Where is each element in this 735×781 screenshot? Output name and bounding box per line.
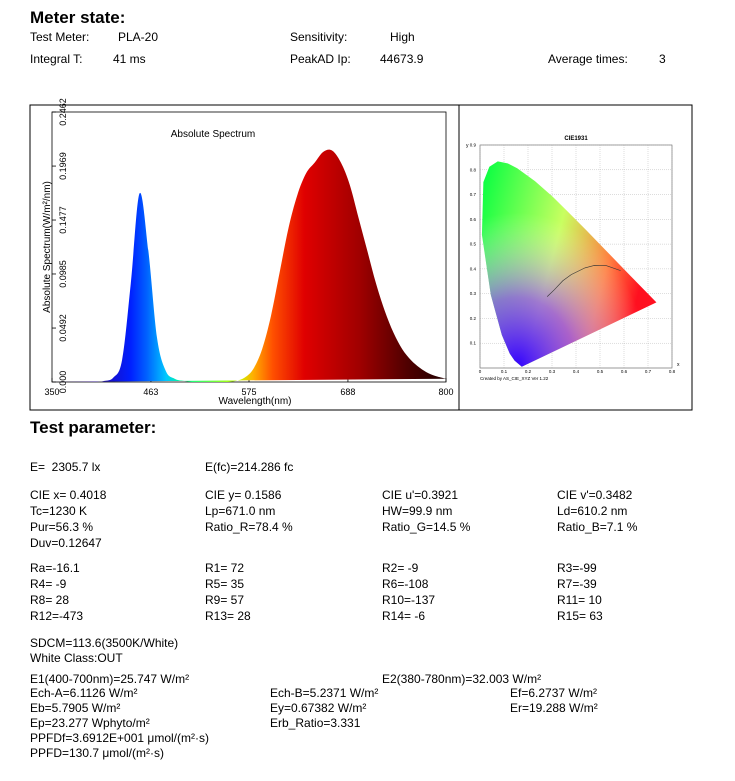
cie-x-tick-label: 0.7 (645, 369, 652, 374)
cie-y-axis-label: y (466, 143, 469, 149)
cie-y-tick-label: 0.3 (470, 291, 477, 296)
parameter-text: CIE u'=0.3921 (382, 488, 459, 502)
x-tick-label: 575 (241, 387, 256, 397)
parameter-text: Tc=1230 K (30, 504, 88, 518)
section-title: Meter state: (30, 8, 126, 27)
parameter-text: CIE v'=0.3482 (557, 488, 633, 502)
parameter-text: SDCM=113.6(3500K/White) (30, 636, 179, 650)
parameter-text: Ld=610.2 nm (557, 504, 628, 518)
x-tick-label: 350 (44, 387, 59, 397)
field-label: Test Meter: (30, 30, 90, 44)
parameter-text: Ey=0.67382 W/m² (270, 701, 367, 715)
spectrum-area (52, 149, 446, 382)
y-tick-label: 0.1969 (58, 152, 68, 180)
parameter-text: Ef=6.2737 W/m² (510, 686, 598, 700)
planckian-locus (546, 265, 621, 297)
x-tick-label: 463 (143, 387, 158, 397)
parameter-text: R12=-473 (30, 609, 84, 623)
parameter-text: E1(400-700nm)=25.747 W/m² (30, 672, 190, 686)
parameter-text: R4= -9 (30, 577, 67, 591)
parameter-text: R13= 28 (205, 609, 251, 623)
parameter-text: R8= 28 (30, 593, 70, 607)
parameter-text: E2(380-780nm)=32.003 W/m² (382, 672, 542, 686)
y-tick-label: 0.0985 (58, 260, 68, 288)
section-title: Test parameter: (30, 418, 157, 437)
cie-x-tick-label: 0.5 (597, 369, 604, 374)
cie-x-tick-label: 0.8 (669, 369, 676, 374)
x-tick-label: 800 (438, 387, 453, 397)
parameter-text: Ep=23.277 Wphyto/m² (30, 716, 150, 730)
y-tick-label: 0.1477 (58, 206, 68, 234)
cie-credit: Created by AS_CIE_XYZ Ver 1.22 (480, 376, 549, 381)
parameter-text: Er=19.288 W/m² (510, 701, 598, 715)
y-tick-label: 0.2462 (58, 98, 68, 126)
field-label: Integral T: (30, 52, 83, 66)
parameter-text: R5= 35 (205, 577, 245, 591)
parameter-text: Erb_Ratio=3.331 (270, 716, 361, 730)
parameter-text: R3=-99 (557, 561, 597, 575)
y-axis-label: Absolute Spectrum(W/m²/nm) (42, 181, 53, 313)
parameter-text: R15= 63 (557, 609, 603, 623)
figure-border (29, 104, 693, 411)
cie-y-tick-label: 0.6 (470, 217, 477, 222)
field-value: PLA-20 (118, 30, 159, 44)
parameter-text: Ratio_B=7.1 % (557, 520, 638, 534)
x-tick-label: 688 (340, 387, 355, 397)
parameter-text: White Class:OUT (30, 651, 123, 665)
parameter-text: R9= 57 (205, 593, 245, 607)
cie-title: CIE1931 (564, 136, 588, 142)
parameter-text: CIE x= 0.4018 (30, 488, 107, 502)
cie-x-tick-label: 0.2 (525, 369, 532, 374)
cie-x-tick-label: 0.3 (549, 369, 556, 374)
parameter-text: E(fc)=214.286 fc (205, 460, 294, 474)
parameter-text: HW=99.9 nm (382, 504, 453, 518)
parameter-text: Ratio_G=14.5 % (382, 520, 471, 534)
parameter-text: R11= 10 (557, 593, 602, 607)
field-label: PeakAD Ip: (290, 52, 351, 66)
cie-y-tick-label: 0.9 (470, 143, 477, 148)
field-value: 41 ms (113, 52, 146, 66)
y-tick-label: 0.0492 (58, 314, 68, 342)
cie-x-axis-label: x (677, 362, 680, 368)
parameter-text: CIE y= 0.1586 (205, 488, 282, 502)
cie-x-tick-label: 0.4 (573, 369, 580, 374)
cie-y-tick-label: 0.1 (470, 341, 477, 346)
parameter-text: Ra=-16.1 (30, 561, 80, 575)
parameter-text: PPFDf=3.6912E+001 μmol/(m²·s) (30, 731, 209, 745)
parameter-text: Pur=56.3 % (30, 520, 94, 534)
parameter-text: R1= 72 (205, 561, 245, 575)
x-axis-label: Wavelength(nm) (219, 396, 292, 407)
parameter-text: R7=-39 (557, 577, 597, 591)
cie-gamut-blue (481, 161, 657, 367)
field-value: High (390, 30, 415, 44)
parameter-text: R10=-137 (382, 593, 436, 607)
parameter-text: Lp=671.0 nm (205, 504, 276, 518)
field-label: Average times: (548, 52, 628, 66)
parameter-text: R14= -6 (382, 609, 426, 623)
cie-y-tick-label: 0.5 (470, 242, 477, 247)
parameter-text: Ech-B=5.2371 W/m² (270, 686, 379, 700)
parameter-text: Ratio_R=78.4 % (205, 520, 293, 534)
cie-y-tick-label: 0.7 (470, 192, 477, 197)
cie-x-tick-label: 0.1 (501, 369, 508, 374)
field-value: 3 (659, 52, 666, 66)
chart-title: Absolute Spectrum (171, 129, 256, 140)
cie-y-tick-label: 0.4 (470, 266, 477, 271)
cie-y-tick-label: 0.2 (470, 316, 477, 321)
field-label: Sensitivity: (290, 30, 348, 44)
parameter-text: Ech-A=6.1126 W/m² (30, 686, 138, 700)
cie-x-tick-label: 0.6 (621, 369, 628, 374)
parameter-text: E= 2305.7 lx (30, 460, 101, 474)
cie-x-tick-label: 0 (479, 369, 482, 374)
parameter-text: Eb=5.7905 W/m² (30, 701, 121, 715)
field-value: 44673.9 (380, 52, 424, 66)
parameter-text: Duv=0.12647 (30, 536, 102, 550)
parameter-text: R2= -9 (382, 561, 419, 575)
cie-y-tick-label: 0.8 (470, 167, 477, 172)
parameter-text: PPFD=130.7 μmol/(m²·s) (30, 746, 164, 760)
parameter-text: R6=-108 (382, 577, 429, 591)
